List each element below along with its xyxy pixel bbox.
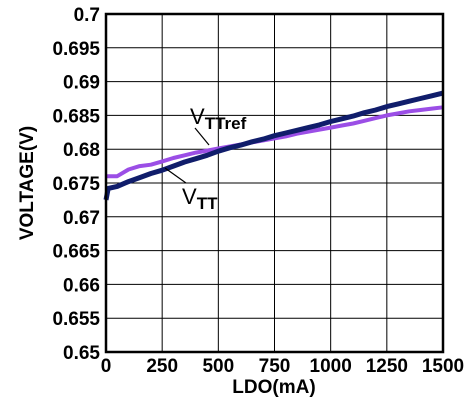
- y-tick-label: 0.69: [63, 73, 100, 94]
- x-tick-label: 250: [146, 356, 178, 377]
- grid-lines: [105, 13, 444, 353]
- annotation-vtt: VTT: [164, 167, 218, 213]
- x-tick-label: 500: [202, 356, 234, 377]
- annotation-vttref-main: V: [190, 104, 205, 129]
- annotation-vtt-leader: [164, 167, 187, 184]
- annotation-vttref-leader: [194, 127, 210, 146]
- svg-text:VTT: VTT: [182, 184, 218, 213]
- annotation-vttref: VTTref: [190, 104, 247, 146]
- series-line-vttref: [106, 105, 444, 179]
- annotation-vttref-sub: TTref: [205, 114, 247, 133]
- x-tick-label: 1500: [422, 356, 464, 377]
- x-tick-labels: 0 250 500 750 1000 1250 1500: [101, 356, 464, 377]
- series-line-vtt: [103, 90, 444, 201]
- y-tick-label: 0.68: [63, 140, 100, 161]
- x-tick-label: 1000: [310, 356, 352, 377]
- y-tick-label: 0.7: [74, 5, 100, 26]
- y-tick-label: 0.685: [52, 106, 100, 127]
- y-axis-label: VOLTAGE(V): [17, 126, 38, 240]
- y-tick-label: 0.655: [52, 309, 100, 330]
- series-lines: [103, 90, 444, 201]
- y-tick-label: 0.695: [52, 39, 100, 60]
- x-tick-label: 0: [101, 356, 112, 377]
- y-tick-labels: 0.65 0.655 0.66 0.665 0.67 0.675 0.68 0.685 0.69…: [52, 5, 100, 364]
- annotation-vtt-sub: TT: [197, 194, 218, 213]
- y-tick-label: 0.675: [52, 174, 100, 195]
- x-tick-label: 750: [259, 356, 291, 377]
- y-tick-label: 0.665: [52, 242, 100, 263]
- y-tick-label: 0.67: [63, 208, 100, 229]
- y-tick-label: 0.65: [63, 343, 100, 364]
- y-tick-label: 0.66: [63, 275, 100, 296]
- annotation-vtt-main: V: [182, 184, 197, 209]
- x-axis-label: LDO(mA): [232, 377, 315, 398]
- x-tick-label: 1250: [366, 356, 408, 377]
- svg-text:VTTref: VTTref: [190, 104, 247, 133]
- plot-frame: [104, 12, 445, 354]
